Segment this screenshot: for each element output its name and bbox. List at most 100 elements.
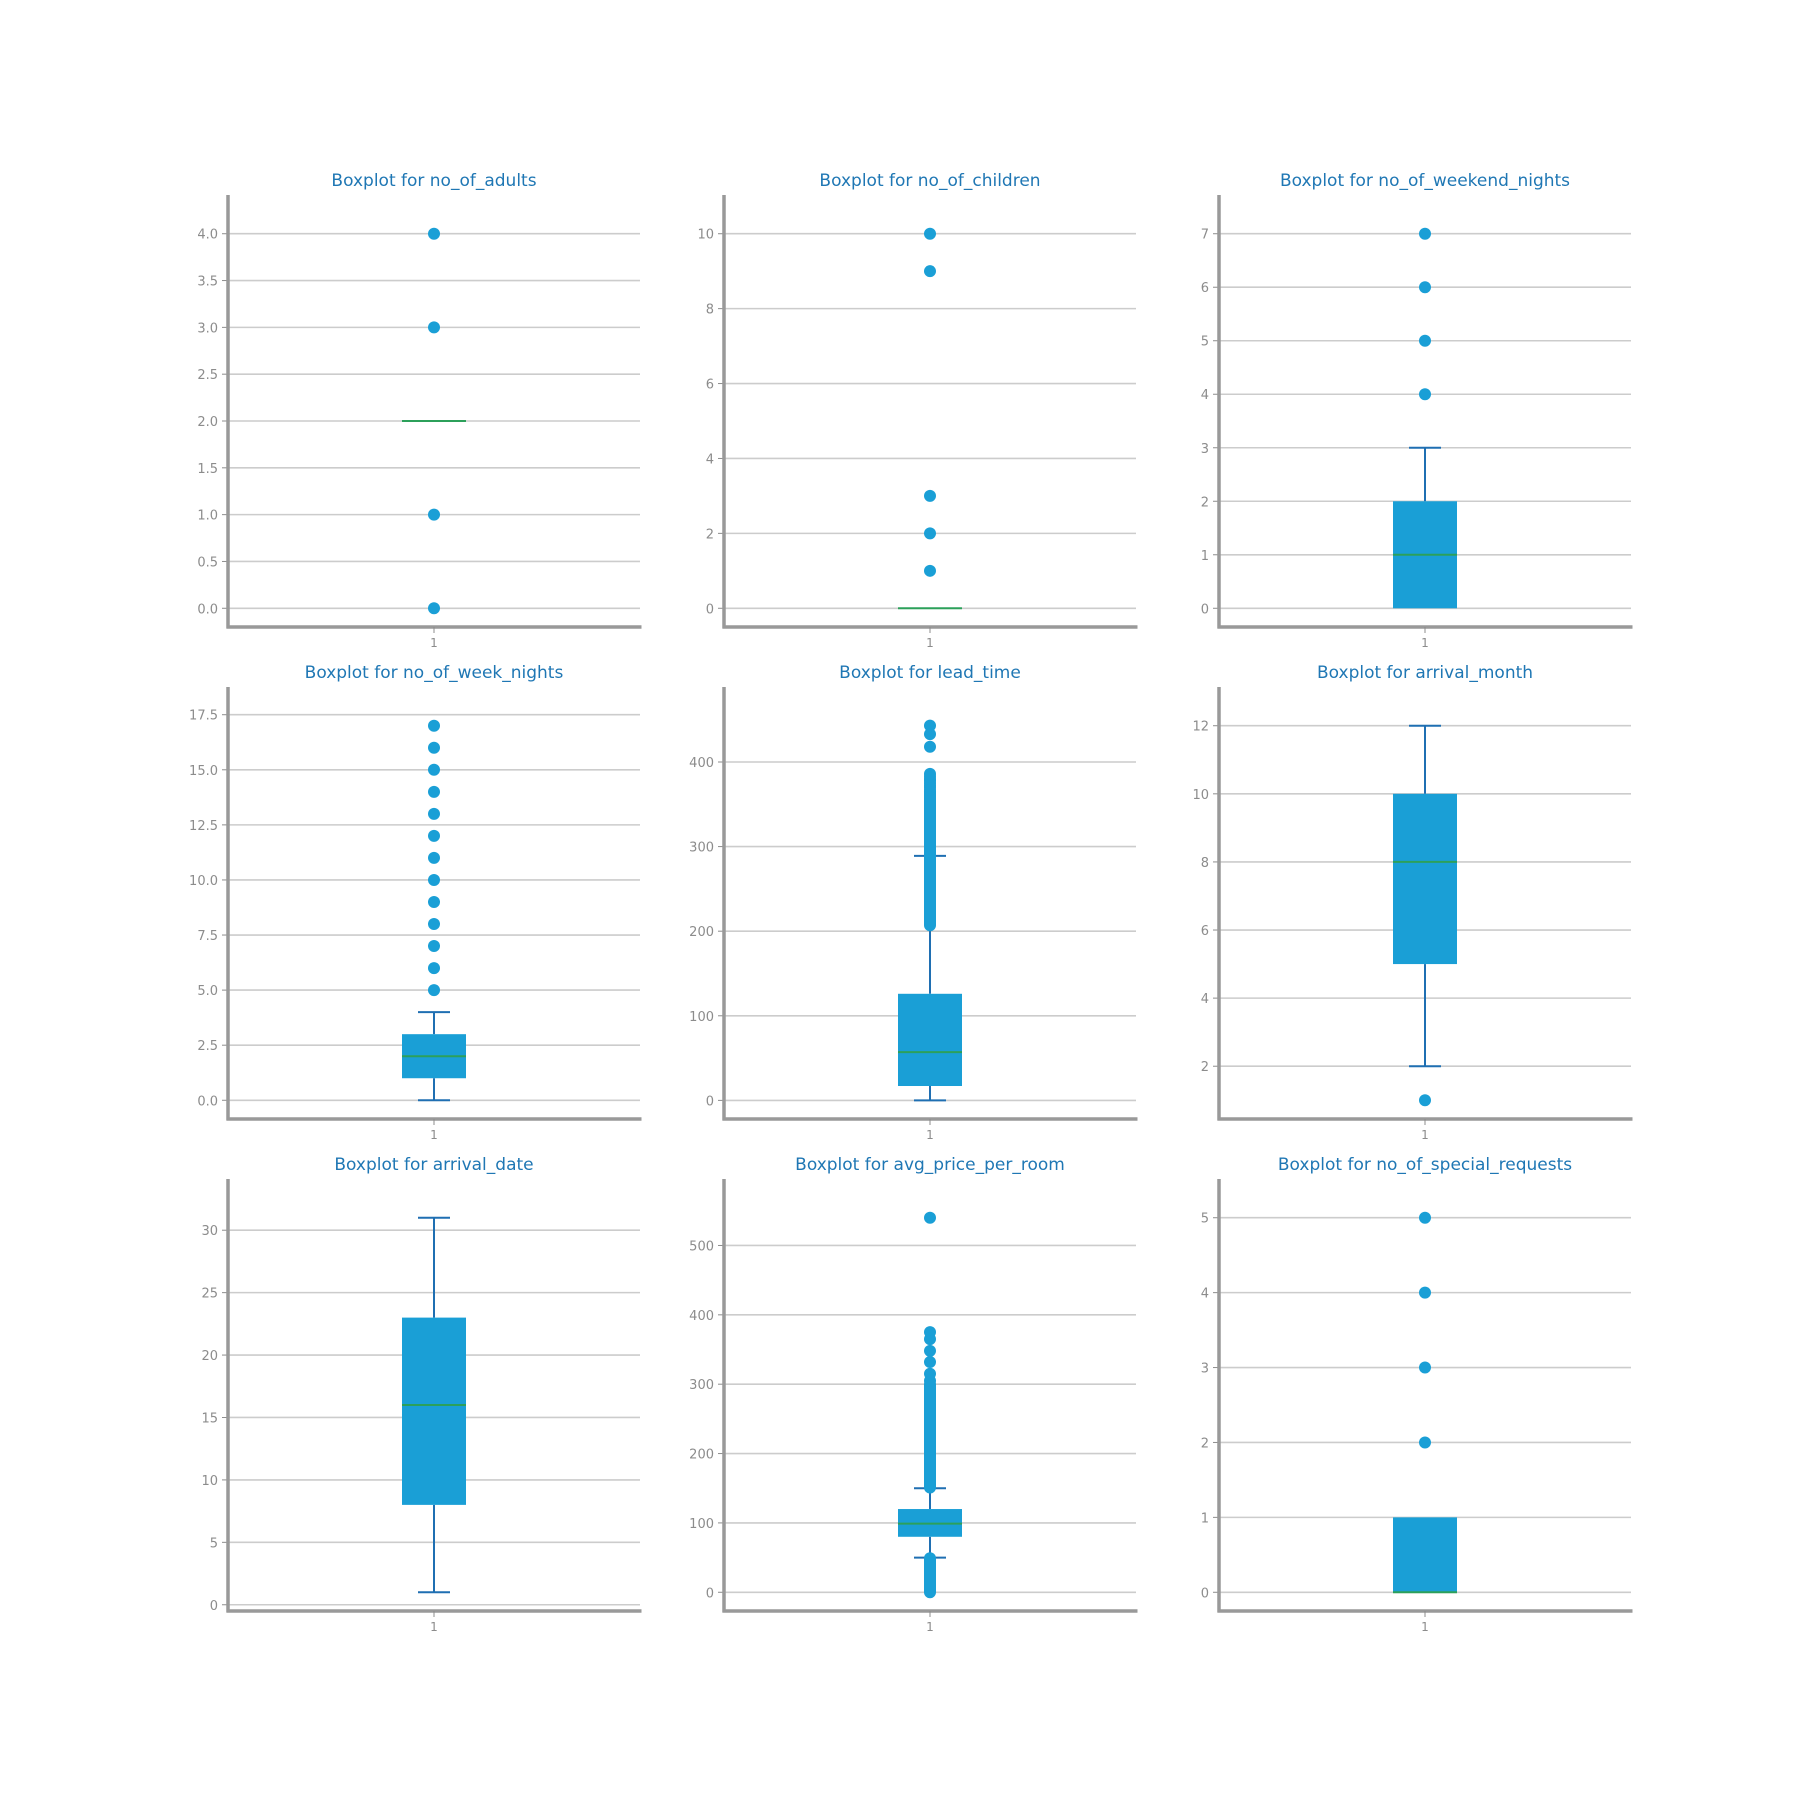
subplot-5: 0 100 200 300 400 1 Boxplot for lead_time bbox=[689, 663, 1138, 1142]
chart-title: Boxplot for no_of_adults bbox=[331, 171, 536, 191]
y-tick-label: 15.0 bbox=[189, 764, 218, 779]
y-tick-label: 0 bbox=[706, 1094, 714, 1109]
y-tick-label: 25 bbox=[201, 1287, 218, 1302]
outlier-band-high bbox=[924, 1378, 936, 1494]
subplot-3: 0 1 2 3 4 5 6 7 1 Boxplot for no_of_weekend_night… bbox=[1201, 171, 1633, 650]
y-tick-label: 2 bbox=[706, 527, 714, 542]
y-tick-label: 6 bbox=[1201, 924, 1209, 939]
y-tick-label: 8 bbox=[706, 303, 714, 318]
chart-title: Boxplot for lead_time bbox=[839, 663, 1021, 683]
chart-title: Boxplot for avg_price_per_room bbox=[795, 1155, 1065, 1175]
y-tick-label: 2 bbox=[1201, 495, 1209, 510]
y-tick-label: 0 bbox=[210, 1599, 218, 1614]
y-tick-label: 200 bbox=[689, 925, 714, 940]
subplot-4: 0.0 2.5 5.0 7.5 10.0 12.5 15.0 17.5 1 Boxplot for… bbox=[189, 663, 642, 1142]
y-tick-label: 5 bbox=[1201, 335, 1209, 350]
iqr-box bbox=[402, 1317, 466, 1505]
y-tick-label: 12 bbox=[1192, 720, 1209, 735]
outlier-point bbox=[924, 1367, 936, 1380]
outlier-point bbox=[924, 767, 936, 780]
chart-title: Boxplot for no_of_children bbox=[819, 171, 1040, 191]
y-tick-label: 4 bbox=[1201, 388, 1209, 403]
outlier-point bbox=[924, 728, 936, 741]
y-tick-label: 5 bbox=[1201, 1212, 1209, 1227]
outlier-point bbox=[428, 763, 440, 776]
y-tick-label: 7.5 bbox=[197, 929, 218, 944]
chart-title: Boxplot for no_of_week_nights bbox=[305, 663, 564, 683]
y-tick-label: 10 bbox=[201, 1474, 218, 1489]
y-tick-label: 300 bbox=[689, 1378, 714, 1393]
y-tick-label: 2 bbox=[1201, 1436, 1209, 1451]
y-tick-label: 10 bbox=[1192, 788, 1209, 803]
y-tick-label: 10 bbox=[697, 228, 714, 243]
y-tick-label: 20 bbox=[201, 1349, 218, 1364]
x-tick-label: 1 bbox=[926, 1620, 934, 1634]
chart-title: Boxplot for arrival_month bbox=[1317, 663, 1533, 683]
y-tick-label: 2 bbox=[1201, 1060, 1209, 1075]
outlier-point bbox=[428, 873, 440, 886]
y-tick-label: 17.5 bbox=[189, 709, 218, 724]
x-tick-label: 1 bbox=[1421, 636, 1429, 650]
y-tick-label: 200 bbox=[689, 1448, 714, 1463]
outlier-point bbox=[924, 489, 936, 502]
outlier-point bbox=[924, 564, 936, 577]
outlier-point bbox=[428, 227, 440, 240]
y-tick-label: 4 bbox=[1201, 1287, 1209, 1302]
y-tick-label: 0 bbox=[1201, 1586, 1209, 1601]
outlier-point bbox=[428, 940, 440, 953]
y-tick-label: 6 bbox=[1201, 281, 1209, 296]
y-tick-label: 0.5 bbox=[197, 555, 218, 570]
outlier-band-high bbox=[924, 785, 936, 932]
outlier-point bbox=[428, 829, 440, 842]
y-tick-label: 1.0 bbox=[197, 509, 218, 524]
subplot-1: 0.0 0.5 1.0 1.5 2.0 2.5 3.0 3.5 4.0 1 Boxplot for … bbox=[197, 171, 642, 650]
outlier-point bbox=[924, 740, 936, 753]
y-tick-label: 2.0 bbox=[197, 415, 218, 430]
outlier-point bbox=[924, 527, 936, 540]
iqr-box bbox=[898, 993, 962, 1087]
y-tick-label: 0 bbox=[1201, 602, 1209, 617]
y-tick-label: 4.0 bbox=[197, 228, 218, 243]
y-tick-label: 12.5 bbox=[189, 819, 218, 834]
outlier-point bbox=[1419, 1436, 1431, 1449]
y-tick-label: 2.5 bbox=[197, 1039, 218, 1054]
y-tick-label: 500 bbox=[689, 1239, 714, 1254]
outlier-point bbox=[428, 918, 440, 931]
outlier-point bbox=[428, 719, 440, 732]
y-tick-label: 0 bbox=[706, 602, 714, 617]
x-tick-label: 1 bbox=[926, 1128, 934, 1142]
y-tick-label: 8 bbox=[1201, 856, 1209, 871]
x-tick-label: 1 bbox=[430, 1128, 438, 1142]
y-tick-label: 4 bbox=[706, 452, 714, 467]
y-tick-label: 2.5 bbox=[197, 368, 218, 383]
y-tick-label: 3.0 bbox=[197, 321, 218, 336]
y-tick-label: 30 bbox=[201, 1224, 218, 1239]
outlier-point bbox=[1419, 388, 1431, 401]
outlier-point bbox=[924, 1355, 936, 1368]
y-tick-label: 400 bbox=[689, 756, 714, 771]
subplot-2: 0 2 4 6 8 10 1 Boxplot for no_of_children bbox=[697, 171, 1138, 650]
chart-title: Boxplot for arrival_date bbox=[334, 1155, 533, 1175]
y-tick-label: 300 bbox=[689, 841, 714, 856]
y-tick-label: 400 bbox=[689, 1309, 714, 1324]
outlier-band-low bbox=[924, 1552, 936, 1599]
outlier-point bbox=[1419, 1286, 1431, 1299]
subplot-6: 2 4 6 8 10 12 1 Boxplot for arrival_month bbox=[1192, 663, 1633, 1142]
y-tick-label: 0.0 bbox=[197, 1094, 218, 1109]
outlier-point bbox=[428, 602, 440, 615]
outlier-point bbox=[428, 962, 440, 975]
outlier-point bbox=[1419, 1094, 1431, 1107]
outlier-point bbox=[924, 265, 936, 278]
y-tick-label: 1 bbox=[1201, 549, 1209, 564]
outlier-point bbox=[924, 719, 936, 732]
outlier-point bbox=[924, 1326, 936, 1339]
subplot-7: 0 5 10 15 20 25 30 1 Boxplot for arrival_date bbox=[201, 1155, 642, 1634]
y-tick-label: 0.0 bbox=[197, 602, 218, 617]
chart-title: Boxplot for no_of_weekend_nights bbox=[1280, 171, 1570, 191]
y-tick-label: 7 bbox=[1201, 228, 1209, 243]
x-tick-label: 1 bbox=[1421, 1128, 1429, 1142]
subplot-8: 0 100 200 300 400 500 1 Boxplot for avg_price_p… bbox=[689, 1155, 1138, 1634]
outlier-point bbox=[428, 508, 440, 521]
y-tick-label: 100 bbox=[689, 1010, 714, 1025]
x-tick-label: 1 bbox=[926, 636, 934, 650]
